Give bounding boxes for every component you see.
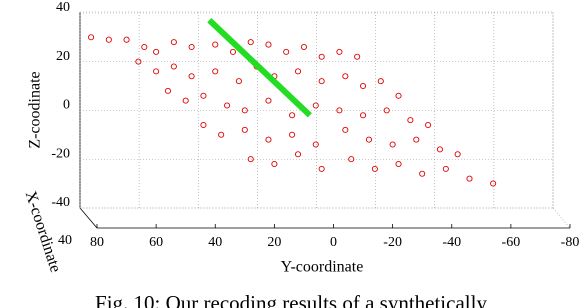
point: [365, 136, 373, 143]
point: [141, 43, 148, 51]
point: [88, 34, 95, 41]
point: [354, 53, 361, 60]
point: [425, 121, 432, 129]
point: [170, 39, 177, 46]
point: [265, 97, 272, 104]
point: [265, 41, 272, 48]
point: [395, 92, 402, 99]
point: [235, 78, 242, 85]
depth-edge: [552, 207, 571, 229]
point: [170, 63, 177, 70]
point: [212, 41, 219, 48]
point: [241, 126, 248, 133]
x-tick-label: -60: [502, 235, 521, 250]
point: [135, 58, 142, 65]
point: [294, 68, 302, 75]
y-tick-label: 0: [63, 98, 70, 113]
point: [294, 151, 302, 158]
y-tick-label: -20: [51, 146, 70, 161]
point: [312, 141, 319, 148]
point: [105, 36, 112, 43]
point: [342, 126, 349, 133]
point: [383, 107, 390, 114]
point: [271, 160, 278, 168]
point: [436, 146, 443, 153]
y-tick-label: 20: [56, 49, 70, 64]
point: [336, 107, 343, 114]
point: [389, 141, 396, 148]
green-line: [207, 18, 312, 118]
point: [200, 121, 207, 129]
point: [283, 48, 290, 55]
axes-box: [79, 11, 571, 229]
x-tick-label: 60: [149, 235, 163, 250]
point: [289, 112, 296, 119]
axis-frame: [79, 12, 570, 229]
x-tick-label: -40: [442, 235, 461, 250]
x-tick-label: -80: [561, 235, 580, 250]
point: [407, 117, 414, 124]
point: [200, 92, 207, 99]
x-tick-label: -20: [383, 235, 402, 250]
point: [289, 131, 296, 138]
point: [342, 73, 349, 80]
point: [182, 97, 189, 104]
x-tick-label: 20: [267, 235, 281, 250]
point: [247, 156, 254, 163]
point: [300, 43, 307, 51]
point: [164, 87, 171, 94]
point: [336, 48, 343, 55]
point: [318, 53, 325, 60]
point: [188, 43, 195, 51]
point: [318, 165, 325, 172]
point: [153, 48, 160, 55]
point: [224, 102, 231, 109]
y-axis-label: Z-coodinate: [27, 71, 44, 148]
depth-tick-label: 40: [58, 233, 72, 248]
point: [442, 165, 449, 172]
point: [454, 151, 461, 158]
x-tick-label: 0: [330, 235, 337, 250]
point: [395, 160, 402, 168]
point: [247, 39, 254, 46]
point: [212, 68, 219, 75]
x-tick-label: 80: [90, 235, 104, 250]
point: [229, 48, 237, 55]
point: [265, 136, 272, 143]
point: [466, 175, 473, 182]
point: [377, 78, 384, 85]
point: [318, 78, 325, 85]
point: [490, 180, 497, 187]
point: [123, 36, 130, 43]
point: [413, 136, 420, 143]
point: [348, 156, 355, 163]
point: [360, 112, 367, 119]
point: [218, 131, 225, 138]
x-tick-label: 40: [208, 235, 222, 250]
y-tick-label: 40: [56, 0, 70, 15]
point: [153, 68, 160, 75]
back-frame: [80, 11, 554, 209]
point: [419, 170, 426, 177]
point: [371, 165, 378, 172]
point: [241, 107, 248, 114]
point: [312, 102, 319, 109]
point: [360, 82, 367, 90]
point: [188, 73, 195, 80]
y-tick-label: -40: [51, 195, 70, 210]
caption: Fig. 10: Our recoding results of a synth…: [95, 291, 487, 308]
x-axis-label: Y-coordinate: [281, 259, 364, 276]
